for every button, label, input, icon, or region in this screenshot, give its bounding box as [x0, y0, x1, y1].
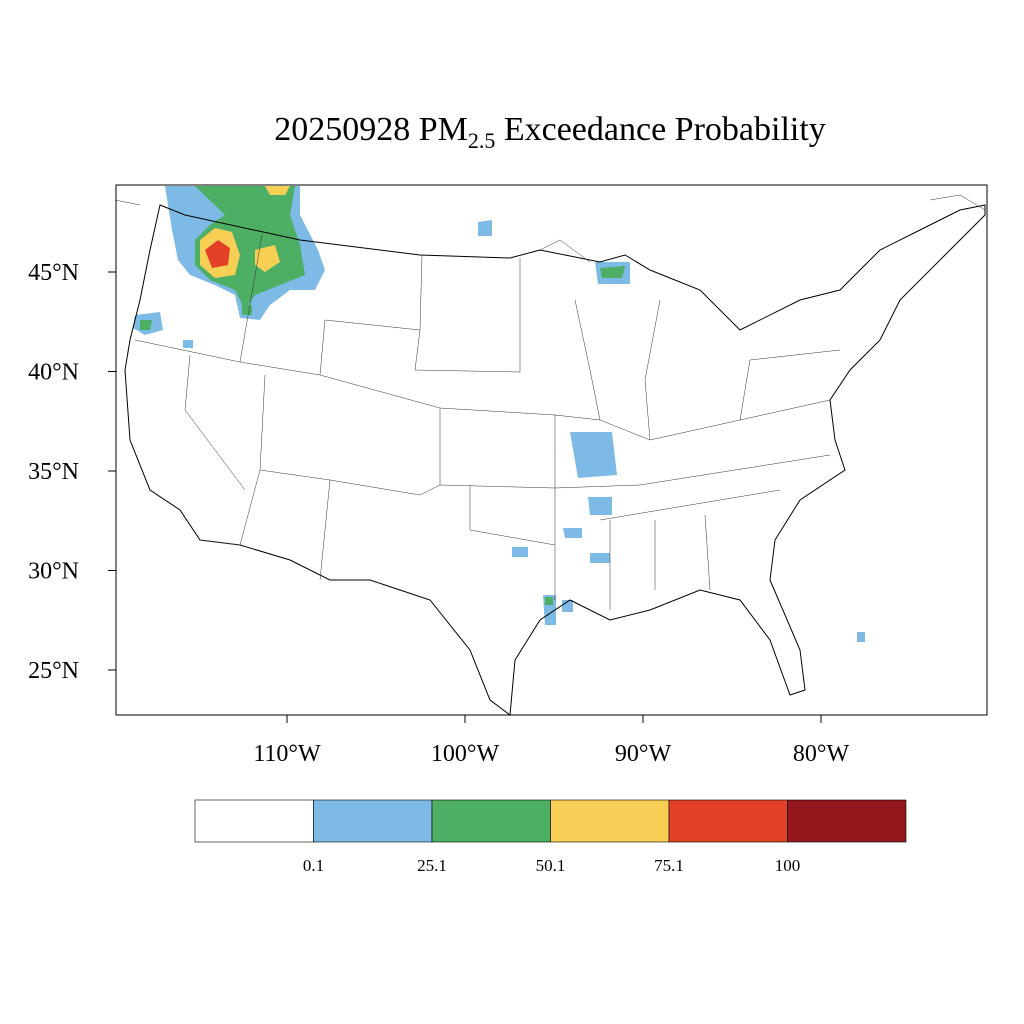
y-tick-label: 35°N	[28, 459, 79, 485]
colorbar-label: 50.1	[536, 856, 566, 875]
title-main: 20250928 PM	[274, 111, 468, 148]
x-tick-label: 90°W	[615, 741, 672, 767]
coastline	[124, 204, 986, 716]
country-border	[114, 194, 986, 263]
area	[205, 240, 230, 268]
colorbar-box	[431, 799, 551, 843]
colorbar-box	[313, 799, 433, 843]
area	[195, 186, 305, 310]
title-subscript: 2.5	[468, 128, 496, 153]
x-tick-label: 110°W	[253, 741, 321, 767]
colorbar-label: 100	[775, 856, 801, 875]
map-panel	[114, 184, 988, 716]
colorbar: 0.1 25.1 50.1 75.1 100	[194, 799, 907, 875]
map-title: 20250928 PM2.5 Exceedance Probability	[274, 111, 826, 153]
y-tick-label: 40°N	[28, 360, 79, 386]
colorbar-box	[787, 799, 907, 843]
x-tick-label: 100°W	[431, 741, 500, 767]
colorbar-box	[550, 799, 670, 843]
map-frame	[115, 184, 988, 716]
colorbar-label: 0.1	[303, 856, 324, 875]
colorbar-box	[668, 799, 788, 843]
y-tick-label: 25°N	[28, 658, 79, 684]
probability-areas	[133, 186, 865, 642]
area	[140, 266, 625, 605]
y-tick-label: 45°N	[28, 260, 79, 286]
y-tick-label: 30°N	[28, 559, 79, 585]
title-rest: Exceedance Probability	[495, 111, 825, 148]
x-tick-label: 80°W	[793, 741, 850, 767]
colorbar-box	[194, 799, 314, 843]
state-lines	[134, 234, 841, 610]
axes: 45°N 40°N 35°N 30°N 25°N 110°W 100°W 90°W 80°W	[28, 260, 849, 767]
colorbar-label: 25.1	[417, 856, 447, 875]
colorbar-label: 75.1	[654, 856, 684, 875]
